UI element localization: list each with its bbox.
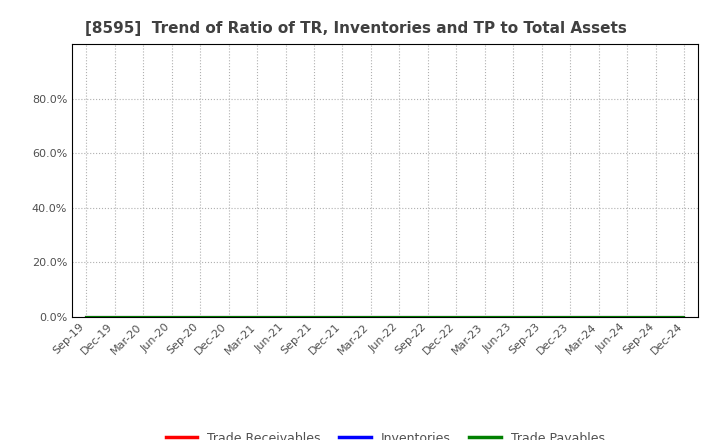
Inventories — [395, 314, 404, 319]
Trade Payables — [537, 314, 546, 319]
Trade Payables — [395, 314, 404, 319]
Trade Payables — [366, 314, 375, 319]
Trade Receivables — [652, 314, 660, 319]
Trade Receivables — [509, 314, 518, 319]
Trade Payables — [680, 314, 688, 319]
Trade Payables — [423, 314, 432, 319]
Trade Receivables — [623, 314, 631, 319]
Trade Receivables — [680, 314, 688, 319]
Inventories — [366, 314, 375, 319]
Trade Receivables — [338, 314, 347, 319]
Trade Receivables — [196, 314, 204, 319]
Trade Payables — [480, 314, 489, 319]
Inventories — [225, 314, 233, 319]
Inventories — [595, 314, 603, 319]
Inventories — [623, 314, 631, 319]
Trade Payables — [167, 314, 176, 319]
Trade Receivables — [139, 314, 148, 319]
Trade Receivables — [110, 314, 119, 319]
Inventories — [537, 314, 546, 319]
Legend: Trade Receivables, Inventories, Trade Payables: Trade Receivables, Inventories, Trade Pa… — [161, 427, 610, 440]
Trade Receivables — [366, 314, 375, 319]
Trade Receivables — [423, 314, 432, 319]
Trade Receivables — [310, 314, 318, 319]
Inventories — [282, 314, 290, 319]
Trade Receivables — [452, 314, 461, 319]
Inventories — [82, 314, 91, 319]
Trade Payables — [338, 314, 347, 319]
Trade Payables — [282, 314, 290, 319]
Trade Payables — [196, 314, 204, 319]
Trade Receivables — [395, 314, 404, 319]
Inventories — [680, 314, 688, 319]
Trade Receivables — [480, 314, 489, 319]
Trade Payables — [509, 314, 518, 319]
Trade Receivables — [282, 314, 290, 319]
Trade Payables — [452, 314, 461, 319]
Inventories — [139, 314, 148, 319]
Trade Receivables — [595, 314, 603, 319]
Trade Payables — [82, 314, 91, 319]
Inventories — [566, 314, 575, 319]
Trade Receivables — [82, 314, 91, 319]
Inventories — [167, 314, 176, 319]
Trade Payables — [139, 314, 148, 319]
Text: [8595]  Trend of Ratio of TR, Inventories and TP to Total Assets: [8595] Trend of Ratio of TR, Inventories… — [84, 21, 626, 36]
Trade Payables — [566, 314, 575, 319]
Inventories — [509, 314, 518, 319]
Trade Receivables — [537, 314, 546, 319]
Trade Receivables — [225, 314, 233, 319]
Trade Receivables — [167, 314, 176, 319]
Trade Payables — [253, 314, 261, 319]
Inventories — [196, 314, 204, 319]
Inventories — [652, 314, 660, 319]
Trade Payables — [652, 314, 660, 319]
Trade Payables — [310, 314, 318, 319]
Trade Payables — [110, 314, 119, 319]
Inventories — [253, 314, 261, 319]
Trade Receivables — [253, 314, 261, 319]
Trade Receivables — [566, 314, 575, 319]
Inventories — [452, 314, 461, 319]
Inventories — [338, 314, 347, 319]
Trade Payables — [623, 314, 631, 319]
Trade Payables — [595, 314, 603, 319]
Trade Payables — [225, 314, 233, 319]
Inventories — [480, 314, 489, 319]
Inventories — [110, 314, 119, 319]
Inventories — [310, 314, 318, 319]
Inventories — [423, 314, 432, 319]
